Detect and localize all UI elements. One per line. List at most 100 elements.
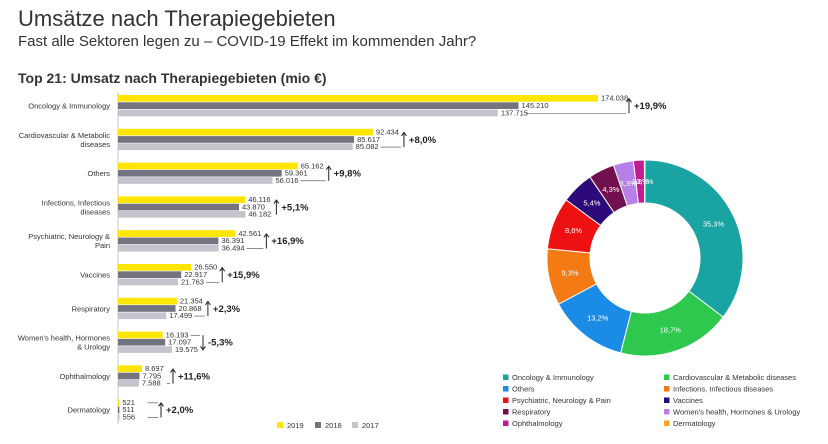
bar-2018 (118, 169, 282, 177)
donut-slice-label: 18,7% (660, 326, 682, 335)
bar-2018 (118, 372, 140, 380)
legend-label-2018: 2018 (325, 421, 342, 430)
legend-swatch-2018 (315, 422, 321, 428)
value-label-2017: 56.016 (275, 176, 298, 185)
bar-2018 (118, 136, 355, 143)
category-label: Dermatology (67, 406, 110, 415)
legend-swatch (664, 420, 670, 426)
value-label-2018: 43.870 (242, 202, 265, 211)
value-label-2017: 36.494 (222, 244, 245, 253)
category-label: Women's health, Hormones & Urology (18, 334, 110, 352)
change-arrowhead (263, 232, 270, 238)
bar-2019 (118, 162, 298, 170)
legend-label: Psychiatric, Neurology & Pain (512, 396, 611, 405)
value-label-2017: 21.763 (181, 277, 204, 286)
legend-label: Oncology & Immunology (512, 373, 594, 382)
value-label-2017: 556 (123, 413, 136, 422)
legend-label: Ophthalmology (512, 419, 563, 428)
value-label-2018: 85.617 (357, 135, 380, 144)
donut-slice-label: 13,2% (587, 314, 609, 323)
legend-label: Respiratory (512, 408, 551, 417)
bar-2017 (118, 380, 139, 387)
value-label-2019: 21.354 (180, 297, 203, 306)
change-label: +8,0% (409, 135, 437, 146)
bar-2018 (118, 271, 182, 278)
bar-2019 (118, 264, 192, 271)
category-label-line: Women's health, Hormones (18, 334, 110, 343)
category-label-line: Psychiatric, Neurology & (28, 232, 110, 241)
bar-2017 (118, 244, 219, 252)
category-label: Others (87, 169, 110, 178)
donut-slice-label: 35,3% (703, 219, 725, 228)
change-label: +19,9% (634, 101, 667, 112)
bar-2017 (118, 312, 167, 320)
category-label-line: diseases (80, 207, 110, 216)
value-label-2017: 85.082 (356, 142, 379, 151)
legend-label: Vaccines (673, 396, 703, 405)
change-label: +5,1% (281, 202, 309, 213)
legend-swatch (503, 386, 509, 392)
bar-2018 (118, 102, 519, 109)
value-label-2019: 8.697 (145, 364, 164, 373)
bar-2018 (118, 305, 176, 312)
legend-swatch-2019 (277, 422, 283, 428)
change-label: +16,9% (271, 236, 304, 247)
value-label-2019: 46.116 (248, 195, 270, 204)
category-label: Vaccines (80, 270, 110, 279)
change-label: +2,3% (213, 304, 241, 315)
change-arrowhead (170, 368, 176, 373)
value-label-2018: 7.795 (142, 371, 161, 380)
bar-chart-title: Top 21: Umsatz nach Therapiegebieten (mi… (18, 70, 327, 86)
change-label: -5,3% (208, 338, 233, 349)
bar-2019 (118, 95, 598, 102)
bar-2019 (118, 331, 163, 339)
bar-2019 (118, 297, 177, 305)
value-label-2018: 511 (122, 405, 134, 414)
legend-label: Women's health, Hormones & Urology (673, 408, 800, 417)
category-label-line: Pain (95, 241, 110, 250)
value-label-2018: 20.868 (179, 304, 202, 313)
value-label-2017: 137.715 (501, 108, 528, 117)
value-label-2017: 7.588 (142, 379, 161, 388)
legend-swatch (664, 409, 670, 415)
category-label: Cardiovascular & Metabolic diseases (19, 131, 111, 149)
legend-swatch (503, 397, 509, 403)
value-label-2019: 65.162 (301, 161, 324, 170)
value-label-2019: 16.193 (166, 330, 189, 339)
bar-2018 (118, 338, 166, 346)
donut-slice-label: 3,3% (620, 179, 637, 188)
bar-2018 (118, 237, 219, 245)
change-arrowhead (273, 199, 280, 204)
category-label-line: Respiratory (72, 304, 111, 313)
value-label-2017: 17.499 (169, 311, 192, 320)
legend-swatch (664, 374, 670, 380)
bar-2019 (118, 196, 246, 204)
category-label-line: Infections, Infectious (42, 198, 111, 207)
legend-swatch-2017 (352, 422, 358, 428)
bar-2018 (118, 203, 239, 211)
legend-swatch (664, 386, 670, 392)
change-arrowhead (204, 300, 211, 306)
legend-swatch (503, 409, 509, 415)
value-label-2018: 22.917 (184, 270, 207, 279)
change-arrowhead (200, 346, 206, 351)
bar-2017 (118, 177, 273, 184)
value-label-2018: 36.391 (221, 236, 244, 245)
category-label-line: Oncology & Immunology (28, 101, 110, 110)
bar-2019 (118, 230, 236, 237)
value-label-2019: 26.550 (194, 263, 217, 272)
bar-2017 (118, 143, 353, 151)
bar-2017 (118, 211, 246, 218)
legend-label: Infections, Infectious diseases (673, 385, 773, 394)
category-label: Respiratory (72, 304, 111, 313)
category-label: Psychiatric, Neurology & Pain (28, 232, 110, 250)
change-label: +9,8% (334, 169, 362, 180)
donut-slice-label: 0,1% (636, 177, 653, 186)
category-label: Ophthalmology (60, 372, 111, 381)
category-label: Infections, Infectious diseases (42, 198, 111, 216)
donut-slice-label: 9,3% (561, 269, 578, 278)
value-label-2017: 19.575 (175, 345, 198, 354)
value-label-2018: 17.097 (168, 338, 191, 347)
category-label: Oncology & Immunology (28, 101, 110, 110)
legend-label: Others (512, 385, 535, 394)
